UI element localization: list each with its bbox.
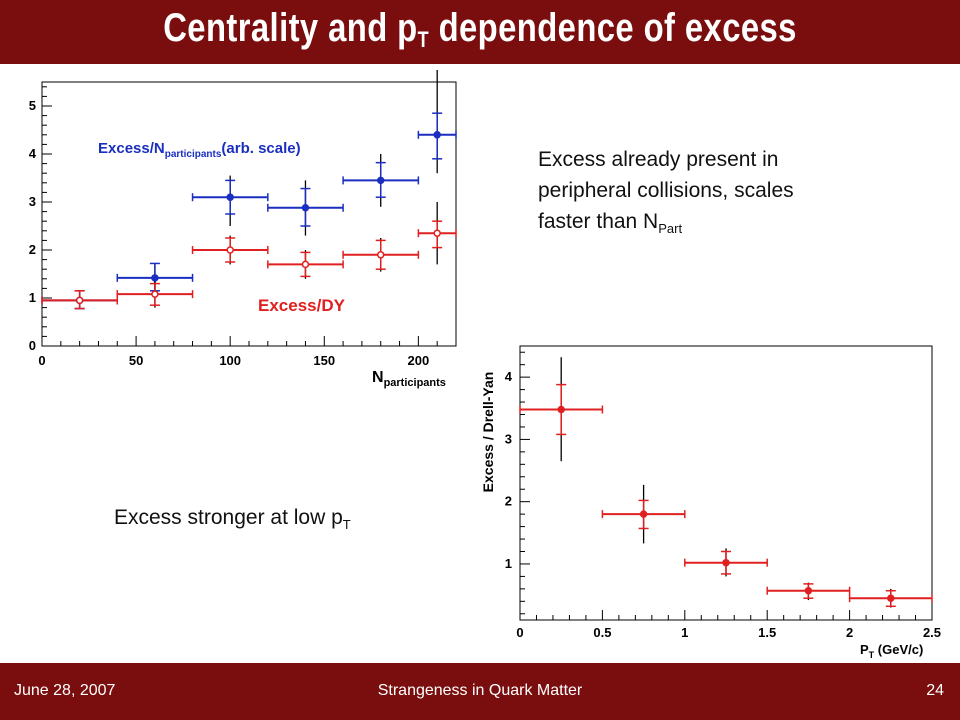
note1-subscript: Part (658, 221, 683, 237)
data-point (519, 357, 604, 462)
point-marker (722, 558, 730, 567)
series-label-excess-npart: Excess/Nparticipants(arb. scale) (98, 140, 301, 160)
point-marker (301, 204, 310, 212)
footer-page-number: 24 (926, 682, 944, 699)
y-tick-label: 1 (505, 556, 512, 571)
data-point (601, 484, 686, 544)
pt-note: Excess stronger at low pT (114, 506, 351, 532)
y-tick-label: 3 (505, 431, 512, 446)
x-tick-label: 1 (681, 625, 688, 640)
data-point (848, 588, 933, 608)
data-point (267, 250, 344, 279)
y-tick-label: 2 (29, 242, 36, 257)
note1-line2: peripheral collisions, scales (538, 179, 794, 202)
pt-chart: 0 0.5 1 1.5 2 2.5 1 2 3 4 Excess / Drell-Yan PT (Ge… (470, 340, 950, 665)
series-label-subscript: participants (165, 149, 222, 160)
title-subscript: T (417, 27, 430, 52)
note1-line1: Excess already present in (538, 148, 779, 171)
data-point (342, 154, 420, 207)
point-marker (557, 405, 565, 414)
plot-frame (41, 81, 457, 347)
data-point (766, 582, 851, 601)
point-marker (433, 131, 441, 139)
y-tick-label: 4 (505, 369, 513, 384)
data-point (41, 290, 119, 310)
point-marker (75, 296, 84, 305)
x-axis-title-subscript: participants (384, 377, 446, 389)
y-tick-label: 5 (29, 98, 36, 113)
point-marker (639, 510, 648, 518)
point-marker (376, 251, 385, 259)
data-point (267, 180, 344, 236)
slide-title: Centrality and pT dependence of excess (86, 6, 873, 53)
x-tick-label: 2 (846, 625, 853, 640)
y-tick-label: 2 (505, 494, 512, 509)
centrality-note: Excess already present in peripheral col… (538, 144, 868, 244)
data-point (191, 175, 269, 226)
y-tick-label: 3 (29, 194, 36, 209)
point-marker (226, 246, 234, 254)
series-label-tail: (arb. scale) (221, 140, 300, 157)
x-tick-label: 150 (313, 353, 335, 368)
y-tick-label: 1 (29, 290, 36, 305)
title-rest: dependence of excess (429, 6, 797, 50)
plot-frame (519, 345, 933, 621)
y-tick-label: 4 (29, 146, 37, 161)
footer-bar (0, 663, 960, 720)
data-point (684, 548, 768, 577)
x-axis-title-tail: (GeV/c) (874, 642, 923, 657)
footer-date: June 28, 2007 (14, 682, 116, 699)
x-axis-title: Nparticipants (372, 369, 446, 389)
x-axis-title-main: N (372, 369, 384, 386)
x-axis-title-subscript: T (869, 650, 875, 660)
footer-conference: Strangeness in Quark Matter (377, 682, 583, 699)
note1-line3-main: faster than N (538, 210, 659, 233)
series-label-main: Excess/N (98, 140, 165, 157)
point-marker (887, 594, 895, 602)
point-marker (151, 274, 159, 282)
title-main: Centrality and p (163, 6, 418, 50)
x-tick-label: 200 (408, 353, 430, 368)
point-marker (151, 290, 159, 298)
x-tick-label: 0 (38, 353, 45, 368)
note2-subscript: T (342, 517, 351, 533)
point-marker (301, 260, 310, 269)
y-axis-title: Excess / Drell-Yan (480, 372, 496, 493)
point-marker (376, 176, 385, 185)
point-marker (804, 586, 813, 595)
data-point (191, 235, 269, 265)
point-marker (433, 229, 441, 237)
series-label-excess-dy: Excess/DY (258, 296, 346, 315)
centrality-chart: 0 50 100 150 200012345Excess/Nparticipants(a… (0, 64, 460, 394)
data-point (116, 281, 194, 308)
y-tick-label: 0 (29, 338, 36, 353)
data-point (417, 202, 457, 265)
note2-main: Excess stronger at low p (114, 506, 343, 529)
x-axis-title: PT (GeV/c) (860, 642, 923, 660)
x-tick-label: 1.5 (758, 625, 776, 640)
data-point (417, 70, 457, 174)
x-tick-label: 2.5 (923, 625, 941, 640)
note1-line3: faster than NPart (538, 206, 868, 244)
title-bar (0, 0, 960, 64)
data-point (342, 238, 420, 272)
x-tick-label: 100 (219, 353, 241, 368)
x-tick-label: 0.5 (593, 625, 611, 640)
x-tick-label: 50 (129, 353, 143, 368)
x-tick-label: 0 (516, 625, 523, 640)
x-axis-title-main: P (860, 642, 869, 657)
point-marker (226, 193, 234, 201)
